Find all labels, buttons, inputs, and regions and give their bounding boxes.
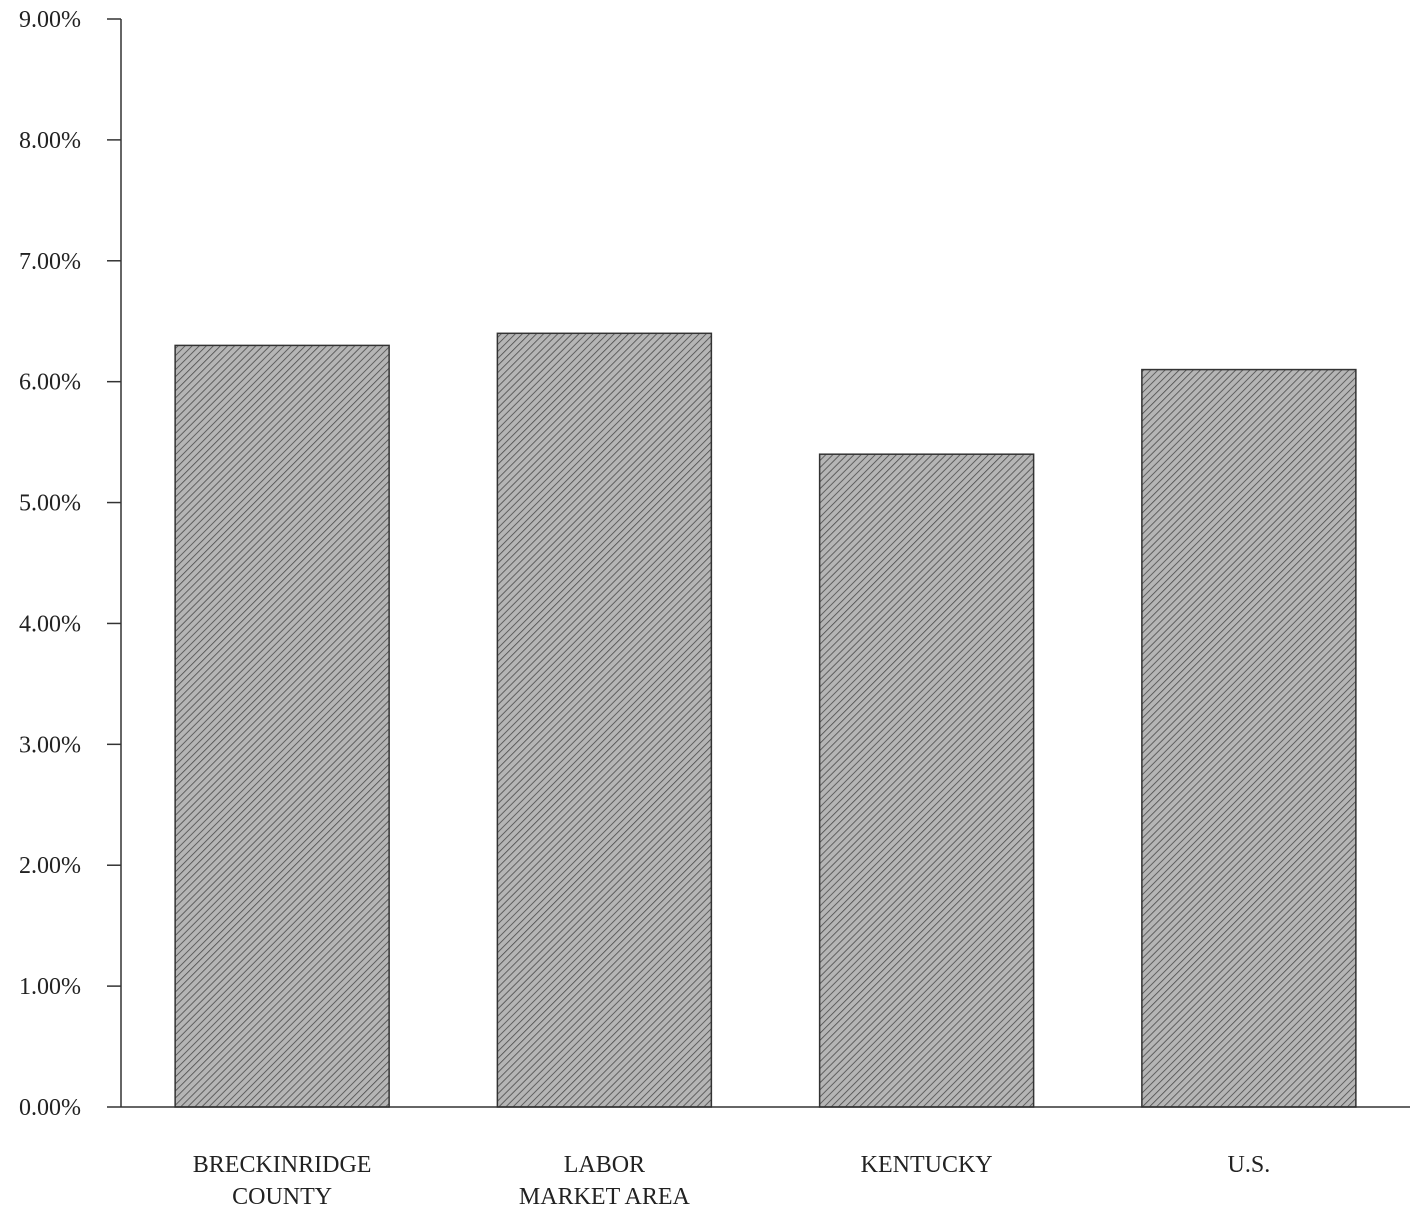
x-category-label-line: MARKET AREA <box>519 1184 691 1210</box>
y-tick-label: 4.00% <box>19 611 81 637</box>
y-tick-label: 3.00% <box>19 732 81 758</box>
y-tick-label: 5.00% <box>19 491 81 517</box>
bar <box>1141 368 1357 1108</box>
y-tick-label: 1.00% <box>19 974 81 1000</box>
x-category-label: U.S. <box>1228 1152 1271 1178</box>
x-category-label: BRECKINRIDGE COUNTY <box>193 1152 372 1210</box>
bars-group <box>174 332 1357 1108</box>
x-category-label: LABOR MARKET AREA <box>519 1152 691 1210</box>
y-tick-label: 7.00% <box>19 249 81 275</box>
y-tick-label: 9.00% <box>19 7 81 33</box>
y-tick-label: 8.00% <box>19 128 81 154</box>
x-category-label-line: COUNTY <box>232 1184 332 1210</box>
y-tick-label: 2.00% <box>19 853 81 879</box>
bar <box>818 453 1035 1108</box>
x-category-label-line: LABOR <box>564 1152 645 1178</box>
x-category-label-line: KENTUCKY <box>861 1152 993 1178</box>
x-category-label-line: U.S. <box>1228 1152 1271 1178</box>
y-tick-label: 0.00% <box>19 1095 81 1121</box>
y-tick-label: 6.00% <box>19 370 81 396</box>
y-axis: 0.00% 1.00% 2.00% 3.00% 4.00% 5.00% 6.00% 7.00%… <box>19 7 122 1121</box>
bar <box>496 332 713 1108</box>
x-category-label: KENTUCKY <box>861 1152 993 1178</box>
x-axis-labels: BRECKINRIDGE COUNTY LABOR MARKET AREA KENTUC… <box>193 1152 1270 1210</box>
x-category-label-line: BRECKINRIDGE <box>193 1152 372 1178</box>
bar <box>174 344 390 1108</box>
